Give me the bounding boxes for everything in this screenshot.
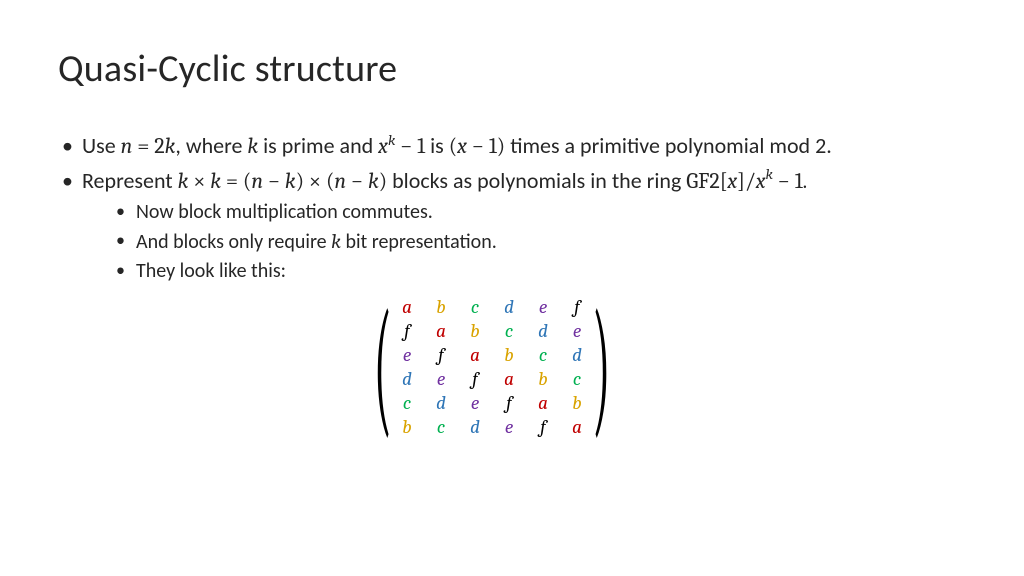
b1-mid2: is prime and bbox=[258, 132, 378, 159]
matrix-cell: e bbox=[573, 320, 581, 342]
bullet-1: Use n = 2k, where k is prime and xk − 1 … bbox=[58, 132, 966, 161]
b2-k2: k bbox=[210, 168, 221, 194]
bullet-list: Use n = 2k, where k is prime and xk − 1 … bbox=[58, 132, 966, 285]
circulant-matrix: ( abcdeffabcdeefabcddefabccdefabbcdefa ) bbox=[334, 291, 650, 443]
matrix-cell: c bbox=[471, 296, 479, 318]
matrix-cell: a bbox=[504, 368, 514, 390]
matrix-cell: f bbox=[404, 320, 409, 342]
b2-rp: ) bbox=[379, 168, 387, 194]
matrix-cell: a bbox=[436, 320, 446, 342]
b1-n: n bbox=[121, 133, 133, 159]
b1-x: x bbox=[378, 133, 388, 159]
matrix-cell: a bbox=[470, 344, 480, 366]
matrix-cell: b bbox=[504, 344, 513, 366]
matrix-cell: d bbox=[470, 416, 480, 438]
b1-supk: k bbox=[388, 132, 395, 149]
matrix-cell: d bbox=[436, 392, 446, 414]
sub-bullet-list: Now block multiplication commutes. And b… bbox=[114, 199, 966, 285]
b2-n: n bbox=[251, 168, 263, 194]
matrix-cell: d bbox=[402, 368, 412, 390]
b2-pre: Represent bbox=[82, 167, 178, 194]
b1-pre: Use bbox=[82, 132, 121, 159]
b1-lp: ( bbox=[449, 133, 457, 159]
b2-minus1: − 1. bbox=[773, 168, 807, 194]
b1-mid3: is bbox=[425, 132, 449, 159]
sub-3: They look like this: bbox=[114, 258, 966, 285]
sub2-tail: bit representation. bbox=[341, 230, 497, 254]
b1-minus1: − 1 bbox=[395, 133, 425, 159]
b2-mid: ) × ( bbox=[296, 168, 335, 194]
b1-tail: times a primitive polynomial mod 2. bbox=[505, 132, 832, 159]
matrix-grid: abcdeffabcdeefabcddefabccdefabbcdefa bbox=[390, 291, 594, 443]
b1-mid1: , where bbox=[175, 132, 247, 159]
matrix-cell: f bbox=[574, 296, 579, 318]
b2-minus: − bbox=[263, 168, 285, 194]
matrix-cell: e bbox=[437, 368, 445, 390]
b2-k: k bbox=[178, 168, 189, 194]
b1-two: 2 bbox=[154, 133, 164, 159]
matrix-cell: b bbox=[402, 416, 411, 438]
sub-1: Now block multiplication commutes. bbox=[114, 199, 966, 226]
sub2-k: k bbox=[331, 230, 341, 253]
left-paren: ( bbox=[373, 291, 392, 443]
matrix-cell: a bbox=[402, 296, 412, 318]
b2-minus2: − bbox=[346, 168, 368, 194]
matrix-cell: c bbox=[505, 320, 513, 342]
right-paren: ) bbox=[592, 291, 611, 443]
matrix-cell: e bbox=[403, 344, 411, 366]
matrix-cell: a bbox=[572, 416, 582, 438]
b2-x1: × bbox=[188, 168, 210, 194]
sub2-pre: And blocks only require bbox=[136, 230, 331, 254]
matrix-cell: c bbox=[437, 416, 445, 438]
sub-2: And blocks only require k bit representa… bbox=[114, 228, 966, 256]
b2-x2: x bbox=[756, 168, 766, 194]
matrix-cell: f bbox=[506, 392, 511, 414]
matrix-cell: d bbox=[504, 296, 514, 318]
b1-k2: k bbox=[247, 133, 258, 159]
matrix-cell: c bbox=[539, 344, 547, 366]
b1-minus1b: − 1) bbox=[467, 133, 505, 159]
matrix-cell: d bbox=[538, 320, 548, 342]
matrix-cell: f bbox=[438, 344, 443, 366]
b2-xv: x bbox=[727, 168, 737, 194]
matrix-cell: b bbox=[470, 320, 479, 342]
matrix-cell: b bbox=[436, 296, 445, 318]
b1-k: k bbox=[165, 133, 176, 159]
matrix-cell: c bbox=[573, 368, 581, 390]
matrix-cell: f bbox=[540, 416, 545, 438]
matrix-cell: a bbox=[538, 392, 548, 414]
matrix-cell: b bbox=[538, 368, 547, 390]
b1-x2: x bbox=[457, 133, 467, 159]
matrix-cell: f bbox=[472, 368, 477, 390]
b2-rb: ]/ bbox=[737, 168, 755, 194]
matrix-cell: e bbox=[539, 296, 547, 318]
b1-eq: = bbox=[132, 133, 154, 159]
matrix-cell: e bbox=[471, 392, 479, 414]
slide-title: Quasi-Cyclic structure bbox=[58, 46, 966, 92]
matrix-cell: b bbox=[572, 392, 581, 414]
b2-n2: n bbox=[334, 168, 346, 194]
b2-k4: k bbox=[368, 168, 379, 194]
matrix-cell: d bbox=[572, 344, 582, 366]
b2-supk: k bbox=[766, 166, 773, 183]
b2-eq: = ( bbox=[221, 168, 251, 194]
b2-k3: k bbox=[285, 168, 296, 194]
matrix-wrap: ( abcdeffabcdeefabcddefabccdefabbcdefa ) bbox=[18, 291, 966, 443]
b2-gf2: GF2[ bbox=[686, 168, 727, 194]
matrix-cell: e bbox=[505, 416, 513, 438]
bullet-2: Represent k × k = (n − k) × (n − k) bloc… bbox=[58, 167, 966, 286]
matrix-cell: c bbox=[403, 392, 411, 414]
b2-tail: blocks as polynomials in the ring bbox=[387, 167, 686, 194]
